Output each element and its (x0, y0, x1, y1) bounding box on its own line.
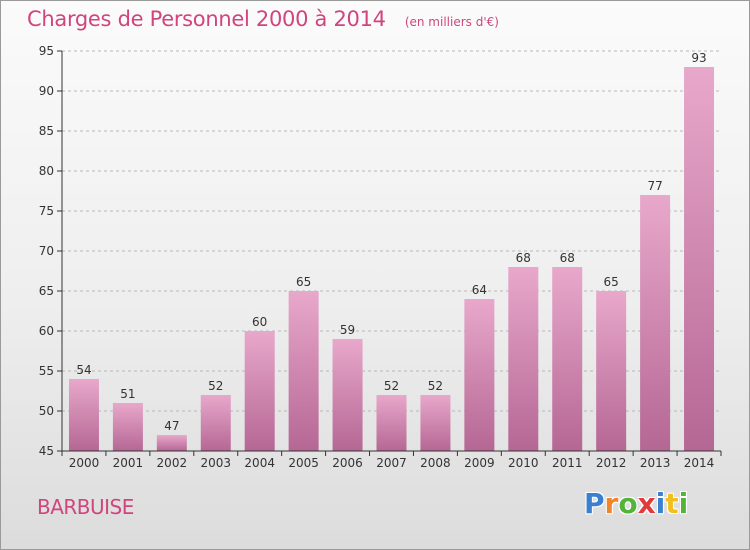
x-tick-label-2000: 2000 (69, 456, 100, 470)
value-label-2008: 52 (428, 379, 443, 393)
value-label-2006: 59 (340, 323, 355, 337)
y-tick-label: 90 (39, 84, 54, 98)
value-label-2014: 93 (691, 51, 706, 65)
bar-2011 (552, 267, 583, 451)
bars (68, 67, 715, 451)
y-tick-label: 85 (39, 124, 54, 138)
logo-letter: P (584, 487, 605, 520)
chart-subtitle: (en milliers d'€) (404, 15, 499, 29)
bar-2010 (508, 267, 539, 451)
value-label-2004: 60 (252, 315, 267, 329)
bar-2007 (376, 395, 407, 451)
y-tick-label: 80 (39, 164, 54, 178)
logo-letter: r (604, 487, 619, 520)
value-label-2000: 54 (76, 363, 91, 377)
bar-2006 (332, 339, 363, 451)
x-tick-label-2013: 2013 (640, 456, 671, 470)
logo-letter: t (665, 487, 679, 520)
value-label-2005: 65 (296, 275, 311, 289)
logo-letter: i (655, 487, 666, 520)
bar-2013 (640, 195, 671, 451)
y-tick-label: 75 (39, 204, 54, 218)
x-tick-label-2008: 2008 (420, 456, 451, 470)
value-label-2011: 68 (560, 251, 575, 265)
x-tick-label-2011: 2011 (552, 456, 583, 470)
y-tick-label: 50 (39, 404, 54, 418)
value-label-2010: 68 (516, 251, 531, 265)
value-label-2002: 47 (164, 419, 179, 433)
x-tick-label-2012: 2012 (596, 456, 627, 470)
x-tick-label-2005: 2005 (288, 456, 319, 470)
grid-lines (62, 50, 721, 412)
value-label-2001: 51 (120, 387, 135, 401)
value-label-2003: 52 (208, 379, 223, 393)
y-tick-label: 65 (39, 284, 54, 298)
x-tick-label-2006: 2006 (332, 456, 363, 470)
title-row: Charges de Personnel 2000 à 2014 (en mil… (27, 7, 499, 31)
y-tick-label: 70 (39, 244, 54, 258)
x-tick-label-2004: 2004 (244, 456, 275, 470)
y-tick-label: 45 (39, 444, 54, 458)
x-tick-label-2001: 2001 (113, 456, 144, 470)
value-label-2012: 65 (604, 275, 619, 289)
bar-2009 (464, 299, 495, 451)
bar-2000 (68, 379, 99, 451)
y-tick-label: 95 (39, 44, 54, 58)
x-tick-label-2003: 2003 (200, 456, 231, 470)
bar-2004 (244, 331, 275, 451)
x-tick-label-2002: 2002 (157, 456, 188, 470)
bar-2008 (420, 395, 451, 451)
chart-title: Charges de Personnel 2000 à 2014 (27, 7, 386, 31)
bar-2001 (112, 403, 143, 451)
logo-letter: o (618, 487, 638, 520)
x-tick-label-2007: 2007 (376, 456, 407, 470)
proxiti-logo[interactable]: Proxiti (584, 487, 688, 520)
value-label-2007: 52 (384, 379, 399, 393)
x-tick-label-2010: 2010 (508, 456, 539, 470)
axes (57, 50, 722, 456)
value-label-2013: 77 (647, 179, 662, 193)
commune-name: BARBUISE (37, 495, 134, 519)
bar-2014 (684, 67, 715, 451)
x-tick-label-2009: 2009 (464, 456, 495, 470)
value-label-2009: 64 (472, 283, 487, 297)
x-tick-label-2014: 2014 (684, 456, 715, 470)
y-tick-label: 55 (39, 364, 54, 378)
bar-2002 (156, 435, 187, 451)
bar-2012 (596, 291, 627, 451)
bar-2003 (200, 395, 231, 451)
logo-letter: i (678, 487, 689, 520)
y-tick-label: 60 (39, 324, 54, 338)
logo-letter: x (637, 487, 656, 520)
labels: 45 50 55 60 65 70 75 80 85 90 95 54 2000 51 2001 47 2002… (39, 44, 715, 470)
bar-2005 (288, 291, 319, 451)
